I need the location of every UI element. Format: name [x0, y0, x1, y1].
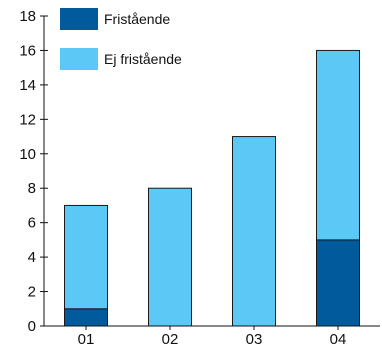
x-tick-label: 04 [330, 331, 347, 346]
bars-group [64, 49, 360, 327]
y-tick-label: 12 [19, 111, 36, 128]
y-tick-label: 16 [19, 42, 36, 59]
chart-legend: Fristående Ej fristående [60, 8, 182, 70]
y-tick-label: 0 [28, 318, 36, 335]
bar-segment-fristaende-01 [64, 308, 108, 327]
x-tick-label: 03 [246, 331, 263, 346]
y-tick-label: 18 [19, 8, 36, 25]
y-tick-label: 6 [28, 215, 36, 232]
legend-swatch-fristaende [60, 8, 98, 30]
bar-segment-fristaende-04 [316, 239, 360, 327]
legend-label-fristaende: Fristående [104, 11, 170, 27]
y-tick-label: 4 [28, 249, 36, 266]
y-tick-label: 10 [19, 146, 36, 163]
x-tick-label: 02 [162, 331, 179, 346]
y-tick-label: 8 [28, 180, 36, 197]
bar-segment-ej-fristaende-01 [64, 204, 108, 310]
bar-segment-ej-fristaende-02 [148, 187, 192, 327]
bar-segment-ej-fristaende-04 [316, 49, 360, 241]
bar-segment-ej-fristaende-03 [232, 136, 276, 327]
legend-label-ej-fristaende: Ej fristående [104, 51, 182, 67]
legend-swatch-ej-fristaende [60, 48, 98, 70]
y-tick-label: 14 [19, 77, 36, 94]
x-tick-label: 01 [78, 331, 95, 346]
y-tick-label: 2 [28, 284, 36, 301]
